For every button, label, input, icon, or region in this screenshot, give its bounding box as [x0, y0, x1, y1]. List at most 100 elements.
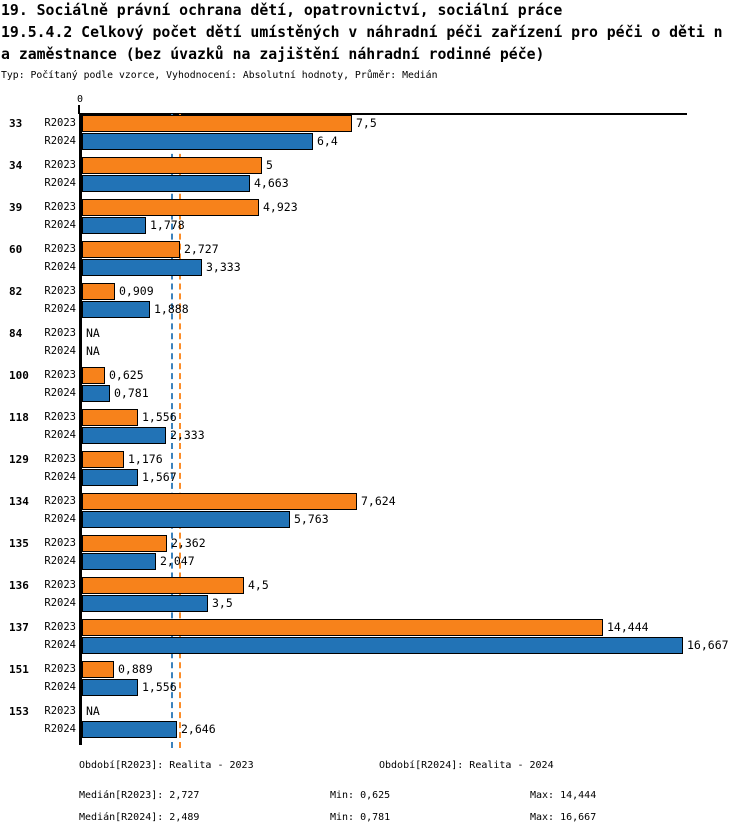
series-label-r2024: R2024: [44, 429, 76, 441]
value-label: 5: [266, 158, 273, 172]
category-label: 134: [9, 495, 29, 508]
category-label: 137: [9, 621, 29, 634]
series-label-r2023: R2023: [44, 243, 76, 255]
series-label-r2023: R2023: [44, 705, 76, 717]
value-label: 2,727: [184, 242, 219, 256]
bar-r2023: [82, 619, 603, 636]
legend-period-r2023: Období[R2023]: Realita - 2023: [79, 760, 254, 771]
bar-r2024: [82, 553, 156, 570]
value-label: 2,362: [171, 536, 206, 550]
series-label-r2023: R2023: [44, 495, 76, 507]
bar-r2023: [82, 535, 167, 552]
series-label-r2023: R2023: [44, 411, 76, 423]
stat-min-r2023: Min: 0,625: [330, 790, 391, 801]
series-label-r2023: R2023: [44, 579, 76, 591]
category-label: 82: [9, 285, 23, 298]
value-label: 1,778: [150, 218, 185, 232]
series-label-r2023: R2023: [44, 369, 76, 381]
series-label-r2024: R2024: [44, 597, 76, 609]
bar-r2024: [82, 469, 138, 486]
series-label-r2023: R2023: [44, 201, 76, 213]
stat-median-r2024: Medián[R2024]: 2,489: [79, 812, 200, 823]
axis-top-line: [79, 113, 687, 115]
bar-r2023: [82, 199, 259, 216]
median-line-r2023: [179, 114, 181, 748]
bar-r2024: [82, 721, 177, 738]
bar-r2023: [82, 283, 115, 300]
bar-r2023: [82, 493, 357, 510]
na-label: NA: [86, 326, 100, 340]
category-label: 34: [9, 159, 23, 172]
category-label: 136: [9, 579, 29, 592]
bar-r2023: [82, 157, 262, 174]
value-label: 4,923: [263, 200, 298, 214]
value-label: 7,624: [361, 494, 396, 508]
bar-r2024: [82, 301, 150, 318]
value-label: 0,889: [118, 662, 153, 676]
bar-r2024: [82, 175, 250, 192]
series-label-r2024: R2024: [44, 639, 76, 651]
chart-title-line-2: a zaměstnance (bez úvazků na zajištění n…: [1, 46, 545, 63]
value-label: 4,5: [248, 578, 269, 592]
series-label-r2024: R2024: [44, 303, 76, 315]
bar-r2024: [82, 637, 683, 654]
series-label-r2023: R2023: [44, 453, 76, 465]
series-label-r2024: R2024: [44, 513, 76, 525]
series-label-r2023: R2023: [44, 327, 76, 339]
value-label: 16,667: [687, 638, 729, 652]
category-label: 151: [9, 663, 29, 676]
bar-r2023: [82, 661, 114, 678]
category-label: 100: [9, 369, 29, 382]
series-label-r2024: R2024: [44, 177, 76, 189]
series-label-r2024: R2024: [44, 387, 76, 399]
axis-zero-tick-mark: [78, 105, 80, 114]
series-label-r2024: R2024: [44, 345, 76, 357]
series-label-r2023: R2023: [44, 285, 76, 297]
bar-r2024: [82, 511, 290, 528]
bar-r2023: [82, 409, 138, 426]
bar-r2024: [82, 427, 166, 444]
value-label: 0,625: [109, 368, 144, 382]
series-label-r2024: R2024: [44, 555, 76, 567]
bar-r2024: [82, 679, 138, 696]
bar-r2024: [82, 385, 110, 402]
bar-r2024: [82, 217, 146, 234]
value-label: 2,646: [181, 722, 216, 736]
value-label: 1,556: [142, 410, 177, 424]
series-label-r2023: R2023: [44, 537, 76, 549]
series-label-r2024: R2024: [44, 261, 76, 273]
value-label: 1,176: [128, 452, 163, 466]
stat-min-r2024: Min: 0,781: [330, 812, 391, 823]
value-label: 2,333: [170, 428, 205, 442]
series-label-r2024: R2024: [44, 219, 76, 231]
category-label: 39: [9, 201, 23, 214]
bar-r2024: [82, 133, 313, 150]
bar-r2024: [82, 595, 208, 612]
bar-r2023: [82, 577, 244, 594]
value-label: 1,567: [142, 470, 177, 484]
value-label: 1,888: [154, 302, 189, 316]
series-label-r2023: R2023: [44, 159, 76, 171]
stat-max-r2023: Max: 14,444: [530, 790, 597, 801]
value-label: 3,333: [206, 260, 241, 274]
bar-r2023: [82, 451, 124, 468]
median-line-r2024: [171, 114, 173, 748]
series-label-r2024: R2024: [44, 681, 76, 693]
category-label: 33: [9, 117, 23, 130]
na-label: NA: [86, 704, 100, 718]
value-label: 3,5: [212, 596, 233, 610]
bar-r2023: [82, 241, 180, 258]
value-label: 0,909: [119, 284, 154, 298]
bar-r2024: [82, 259, 202, 276]
value-label: 1,556: [142, 680, 177, 694]
value-label: 14,444: [607, 620, 649, 634]
category-label: 60: [9, 243, 23, 256]
bar-r2023: [82, 115, 352, 132]
series-label-r2023: R2023: [44, 117, 76, 129]
series-label-r2023: R2023: [44, 663, 76, 675]
axis-vertical-spine: [79, 113, 82, 745]
series-label-r2023: R2023: [44, 621, 76, 633]
category-label: 153: [9, 705, 29, 718]
value-label: 6,4: [317, 134, 338, 148]
